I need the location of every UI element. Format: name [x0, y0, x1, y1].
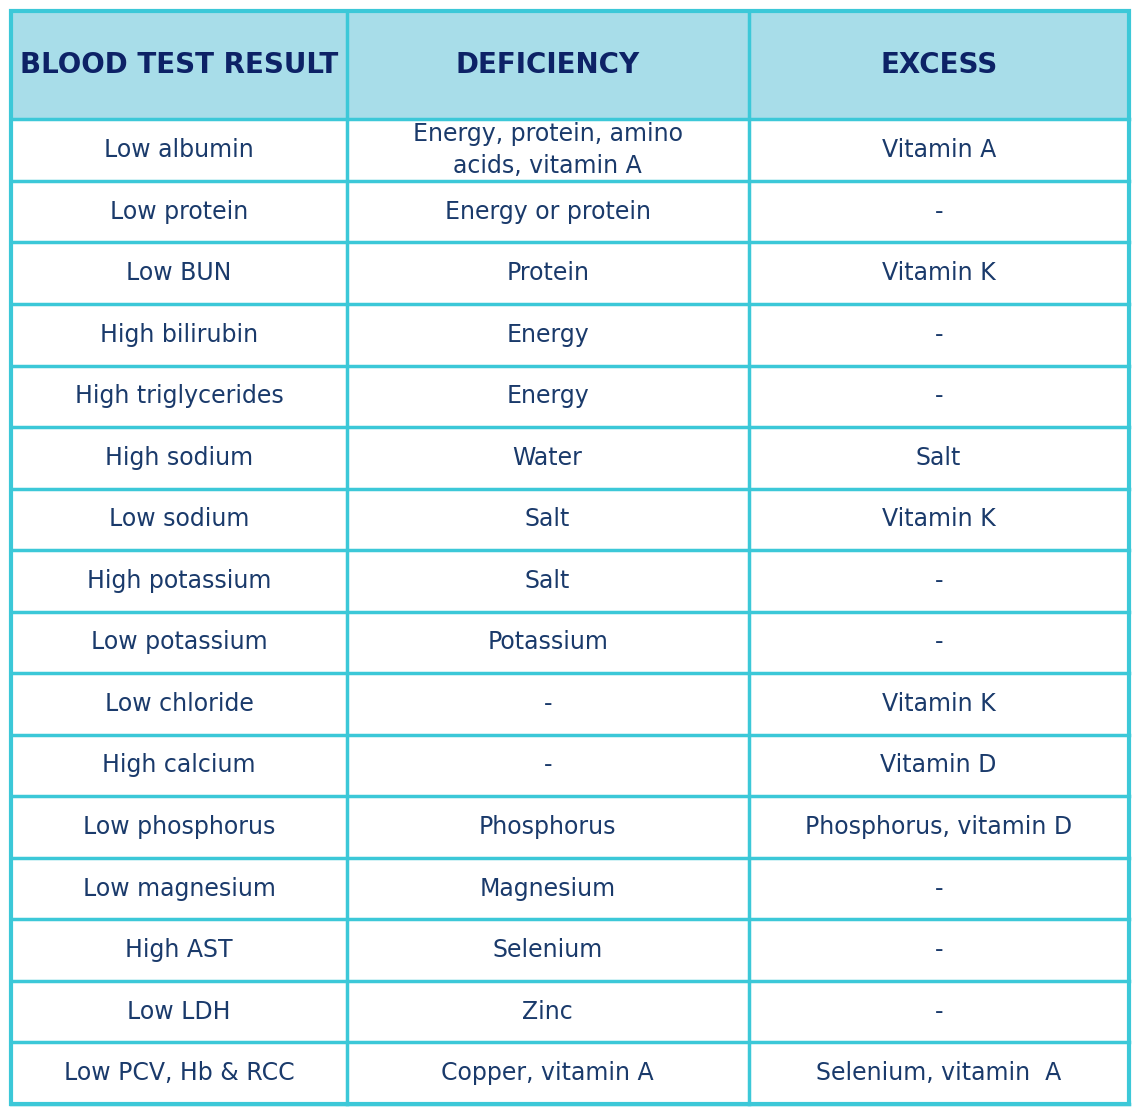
Text: Low PCV, Hb & RCC: Low PCV, Hb & RCC	[64, 1061, 294, 1085]
Text: Vitamin K: Vitamin K	[882, 261, 995, 285]
Text: Low potassium: Low potassium	[91, 630, 267, 655]
Text: Low phosphorus: Low phosphorus	[83, 815, 275, 838]
Text: Low albumin: Low albumin	[104, 138, 254, 162]
Text: DEFICIENCY: DEFICIENCY	[456, 51, 640, 79]
Text: Magnesium: Magnesium	[480, 876, 616, 901]
Text: Protein: Protein	[506, 261, 589, 285]
Bar	[11, 735, 1129, 796]
Bar	[11, 11, 1129, 119]
Bar	[11, 612, 1129, 673]
Text: Low sodium: Low sodium	[108, 507, 250, 532]
Text: Salt: Salt	[915, 446, 961, 469]
Text: Copper, vitamin A: Copper, vitamin A	[441, 1061, 654, 1085]
Bar	[11, 304, 1129, 366]
Text: -: -	[544, 692, 552, 716]
Text: -: -	[935, 200, 943, 224]
Text: -: -	[935, 630, 943, 655]
Bar	[11, 488, 1129, 550]
Bar	[11, 181, 1129, 242]
Text: Low chloride: Low chloride	[105, 692, 253, 716]
Text: Salt: Salt	[524, 569, 570, 593]
Bar	[11, 857, 1129, 919]
Bar	[11, 242, 1129, 304]
Text: Energy or protein: Energy or protein	[445, 200, 651, 224]
Text: High triglycerides: High triglycerides	[74, 385, 284, 408]
Text: Low BUN: Low BUN	[127, 261, 231, 285]
Text: -: -	[935, 876, 943, 901]
Text: Vitamin K: Vitamin K	[882, 507, 995, 532]
Bar	[11, 1043, 1129, 1104]
Text: High AST: High AST	[125, 938, 233, 962]
Text: EXCESS: EXCESS	[880, 51, 998, 79]
Text: -: -	[935, 322, 943, 347]
Text: -: -	[935, 999, 943, 1024]
Text: Vitamin K: Vitamin K	[882, 692, 995, 716]
Bar	[11, 796, 1129, 857]
Text: Vitamin D: Vitamin D	[880, 754, 996, 777]
Text: -: -	[935, 385, 943, 408]
Text: High potassium: High potassium	[87, 569, 271, 593]
Text: Selenium: Selenium	[492, 938, 603, 962]
Text: Phosphorus: Phosphorus	[479, 815, 617, 838]
Text: Low LDH: Low LDH	[128, 999, 230, 1024]
Text: -: -	[935, 938, 943, 962]
Bar	[11, 427, 1129, 488]
Text: Water: Water	[513, 446, 583, 469]
Text: Low magnesium: Low magnesium	[82, 876, 276, 901]
Text: -: -	[544, 754, 552, 777]
Text: Vitamin A: Vitamin A	[881, 138, 996, 162]
Text: Low protein: Low protein	[109, 200, 249, 224]
Text: BLOOD TEST RESULT: BLOOD TEST RESULT	[19, 51, 339, 79]
Text: -: -	[935, 569, 943, 593]
Text: Potassium: Potassium	[487, 630, 608, 655]
Bar	[11, 981, 1129, 1043]
Bar	[11, 366, 1129, 427]
Text: Selenium, vitamin  A: Selenium, vitamin A	[816, 1061, 1061, 1085]
Bar	[11, 550, 1129, 612]
Bar	[11, 119, 1129, 181]
Text: Energy, protein, amino
acids, vitamin A: Energy, protein, amino acids, vitamin A	[413, 123, 683, 178]
Text: Energy: Energy	[506, 385, 589, 408]
Text: High bilirubin: High bilirubin	[100, 322, 258, 347]
Text: High sodium: High sodium	[105, 446, 253, 469]
Text: High calcium: High calcium	[103, 754, 255, 777]
Text: Phosphorus, vitamin D: Phosphorus, vitamin D	[805, 815, 1073, 838]
Text: Energy: Energy	[506, 322, 589, 347]
Text: Salt: Salt	[524, 507, 570, 532]
Text: Zinc: Zinc	[522, 999, 573, 1024]
Bar	[11, 673, 1129, 735]
Bar	[11, 919, 1129, 981]
